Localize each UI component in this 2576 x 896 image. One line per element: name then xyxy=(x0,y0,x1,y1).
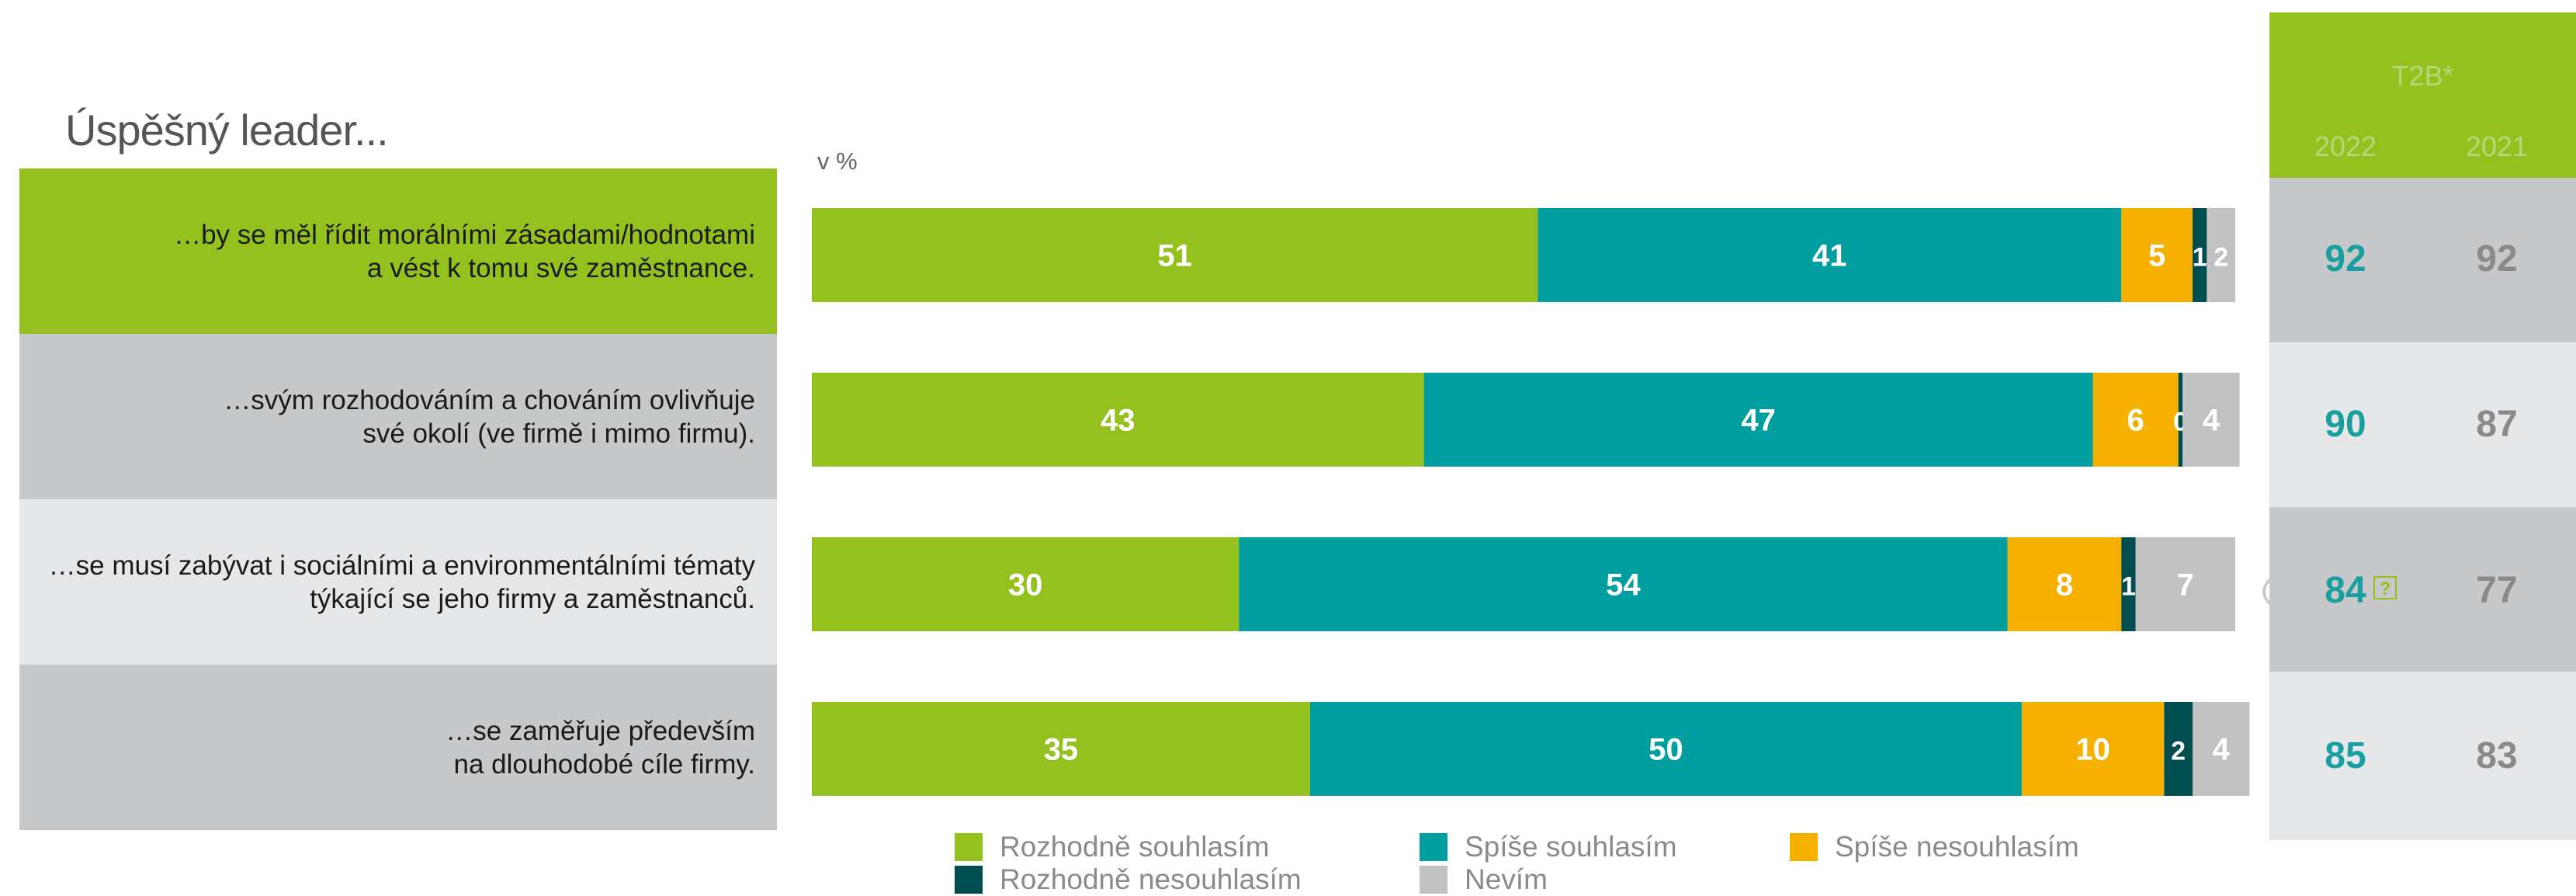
legend-item: Spíše souhlasím xyxy=(1420,831,1677,863)
legend-swatch xyxy=(1790,833,1818,861)
bar-segment xyxy=(2207,208,2235,302)
row-label-box: …se musí zabývat i sociálními a environm… xyxy=(19,499,777,665)
row-label-box: …by se měl řídit morálními zásadami/hodn… xyxy=(19,168,777,334)
legend-label: Nevím xyxy=(1465,863,1548,895)
bar-segment xyxy=(2121,208,2193,302)
bar-segment xyxy=(812,537,1239,631)
bar-segment xyxy=(2021,702,2165,796)
bar-segment xyxy=(812,208,1538,302)
year-2022-header: 2022 xyxy=(2314,130,2377,162)
legend-label: Rozhodně nesouhlasím xyxy=(1000,863,1302,895)
bar-segment xyxy=(1538,208,2122,302)
bar-value-label: 43 xyxy=(1101,404,1135,438)
t2b-2021-value: 87 xyxy=(2476,404,2518,445)
bar-value-label: 4 xyxy=(2203,404,2221,438)
bar-segment xyxy=(2192,208,2207,302)
unit-label: v % xyxy=(817,148,858,175)
bar-value-label: 4 xyxy=(2213,733,2231,767)
bar-value-label: 10 xyxy=(2075,733,2110,767)
bar-segment xyxy=(2192,702,2250,796)
t2b-row-bg xyxy=(2269,672,2576,836)
year-2021-header: 2021 xyxy=(2465,130,2529,162)
bar-segment xyxy=(2092,373,2179,467)
bar-value-label: 2 xyxy=(2214,243,2228,273)
row-label: …svým rozhodováním a chováním ovlivňuje … xyxy=(224,384,755,449)
legend-swatch xyxy=(1420,833,1447,861)
bar-value-label: 1 xyxy=(2121,572,2136,602)
bar-value-label: 7 xyxy=(2177,568,2194,603)
legend-item: Spíše nesouhlasím xyxy=(1790,831,2079,863)
legend-swatch xyxy=(955,866,983,894)
row-label: …se zaměřuje především na dlouhodobé cíl… xyxy=(446,715,755,780)
t2b-2021-value: 92 xyxy=(2476,238,2518,280)
legend-swatch xyxy=(1420,866,1447,894)
bar-value-label: 47 xyxy=(1741,404,1776,438)
bar-segment xyxy=(1423,373,2093,467)
t2b-2022-value: 92 xyxy=(2325,238,2366,280)
bar-value-label: 8 xyxy=(2056,568,2073,603)
legend-label: Spíše nesouhlasím xyxy=(1835,831,2079,863)
row-label-box: …se zaměřuje především na dlouhodobé cíl… xyxy=(19,665,777,830)
bar-value-label: 6 xyxy=(2127,404,2144,438)
bar-segment xyxy=(1309,702,2022,796)
bar-segment xyxy=(2182,373,2240,467)
t2b-2021-value: 83 xyxy=(2476,735,2518,776)
legend-item: Rozhodně souhlasím xyxy=(955,831,1270,863)
t2b-2022-value: 85 xyxy=(2325,735,2366,776)
bar-segment xyxy=(2178,373,2183,467)
legend-label: Rozhodně souhlasím xyxy=(1000,831,1270,863)
t2b-title: T2B* xyxy=(2391,60,2454,92)
bar-value-label: 2 xyxy=(2171,737,2186,766)
t2b-row-bg xyxy=(2269,342,2576,507)
bar-value-label: 5 xyxy=(2148,239,2165,273)
bar-segment xyxy=(812,373,1424,467)
bar-value-label: 1 xyxy=(2193,243,2207,273)
bar-segment xyxy=(2121,537,2136,631)
bar-segment xyxy=(1239,537,2008,631)
legend-label: Spíše souhlasím xyxy=(1465,831,1677,863)
t2b-header xyxy=(2269,12,2576,178)
t2b-2022-value: 90 xyxy=(2325,404,2366,445)
bar-value-label: 54 xyxy=(1606,568,1641,603)
legend-item: Rozhodně nesouhlasím xyxy=(955,863,1302,896)
bar-value-label: 50 xyxy=(1649,733,1683,767)
chart-title: Úspěšný leader... xyxy=(65,106,389,155)
t2b-row-bg xyxy=(2269,178,2576,342)
row-label: …by se měl řídit morálními zásadami/hodn… xyxy=(174,219,755,283)
bar-value-label: 30 xyxy=(1008,568,1043,603)
legend-item: Nevím xyxy=(1420,863,1548,896)
bar-value-label: 41 xyxy=(1812,239,1847,273)
bar-segment xyxy=(2135,537,2235,631)
highlight-ellipse xyxy=(2262,546,2576,637)
bar-segment xyxy=(812,702,1310,796)
row-label: …se musí zabývat i sociálními a environm… xyxy=(48,550,755,614)
legend-swatch xyxy=(955,833,983,861)
bar-value-label: 35 xyxy=(1044,733,1079,767)
bar-segment xyxy=(2164,702,2193,796)
row-label-box: …svým rozhodováním a chováním ovlivňuje … xyxy=(19,334,777,499)
bar-segment xyxy=(2007,537,2122,631)
bar-value-label: 51 xyxy=(1157,239,1192,273)
